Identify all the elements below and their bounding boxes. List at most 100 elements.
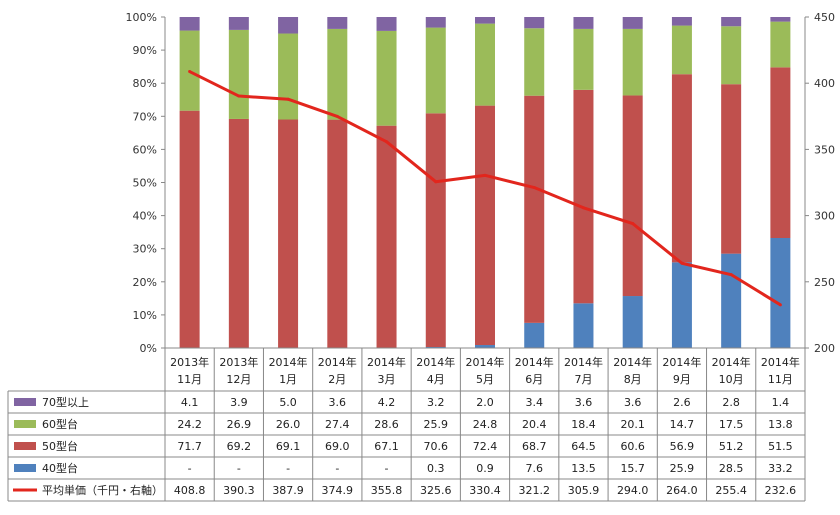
category-label-month: 7月 — [574, 373, 592, 386]
bar-segment — [770, 21, 791, 68]
table-cell-value: 1.4 — [772, 396, 790, 409]
table-cell-value: 232.6 — [765, 484, 797, 497]
line-point — [335, 114, 339, 118]
table-cell-value: 64.5 — [571, 440, 596, 453]
line-point — [434, 180, 438, 184]
table-cell-value: 355.8 — [371, 484, 403, 497]
category-label-year: 2014年 — [564, 355, 603, 369]
table-cell-value: 0.9 — [476, 462, 494, 475]
table-cell-value: 69.2 — [227, 440, 252, 453]
right-axis-tick-label: 400 — [814, 77, 835, 90]
table-cell-value: - — [335, 462, 339, 475]
data-table: 2013年 11月 2013年 12月 2014年 1月 2014年 2月 2014年 3月 201… — [7, 347, 806, 502]
bar-segment — [573, 28, 594, 90]
table-cell-value: 294.0 — [617, 484, 649, 497]
legend-key-swatch — [14, 398, 36, 406]
bar-segment — [179, 110, 200, 348]
legend-label: 60型台 — [42, 417, 78, 431]
legend-label: 50型台 — [42, 439, 78, 453]
line-point — [631, 222, 635, 226]
table-cell-value: - — [385, 462, 389, 475]
category-label-year: 2014年 — [466, 355, 505, 369]
category-label-month: 11月 — [177, 373, 202, 386]
category-label-year: 2014年 — [761, 355, 800, 369]
left-axis-tick-label: 30% — [133, 243, 157, 256]
table-cell-value: 68.7 — [522, 440, 547, 453]
bar-segment — [228, 29, 249, 119]
bar-segment — [475, 105, 495, 346]
category-label-month: 8月 — [624, 373, 642, 386]
bar-segment — [327, 28, 348, 120]
table-cell-value: 70.6 — [424, 440, 449, 453]
bar-segment — [425, 17, 446, 28]
line-point — [778, 303, 782, 307]
bar-segment — [721, 26, 742, 85]
table-cell-value: 264.0 — [666, 484, 698, 497]
bar-segment — [721, 253, 742, 348]
table-cell-value: 325.6 — [420, 484, 452, 497]
table-cell-value: 330.4 — [469, 484, 501, 497]
bar-segment — [573, 303, 594, 348]
line-point — [237, 94, 241, 98]
table-cell-value: 26.9 — [227, 418, 252, 431]
table-cell-value: 25.9 — [670, 462, 695, 475]
bar-segment — [425, 27, 446, 114]
table-cell-value: 20.4 — [522, 418, 547, 431]
bar-segment — [770, 237, 791, 348]
bar-segment — [524, 28, 545, 96]
table-cell-value: 51.5 — [768, 440, 793, 453]
table-cell-value: 4.1 — [181, 396, 199, 409]
table-cell-value: 51.2 — [719, 440, 744, 453]
bar-segment — [770, 17, 791, 22]
table-cell-value: 2.0 — [476, 396, 494, 409]
legend-label: 平均単価（千円・右軸） — [42, 483, 163, 497]
category-label-month: 4月 — [427, 373, 445, 386]
bar-segment — [475, 17, 495, 24]
bar-segment — [327, 119, 348, 348]
category-label-month: 12月 — [226, 373, 251, 386]
bar-segment — [179, 17, 200, 31]
bar-segment — [425, 113, 446, 348]
table-cell-value: 4.2 — [378, 396, 396, 409]
left-axis-tick-label: 20% — [133, 276, 157, 289]
table-cell-value: 390.3 — [223, 484, 255, 497]
bar-segment — [376, 30, 397, 126]
bar-segment — [721, 84, 742, 254]
table-cell-value: - — [237, 462, 241, 475]
bar-segment — [622, 28, 643, 96]
category-label-year: 2014年 — [367, 355, 406, 369]
left-axis-tick-label: 70% — [133, 110, 157, 123]
bar-segment — [573, 17, 594, 29]
bar-segment — [376, 17, 397, 31]
table-cell-value: 255.4 — [715, 484, 747, 497]
bar-segment — [278, 33, 299, 120]
category-label-month: 5月 — [476, 373, 494, 386]
table-cell-value: 33.2 — [768, 462, 793, 475]
bar-segment — [671, 25, 692, 75]
table-cell-value: - — [188, 462, 192, 475]
legend-key-swatch — [14, 464, 36, 472]
bar-segment — [475, 23, 495, 106]
table-cell-value: 3.6 — [329, 396, 347, 409]
table-cell-value: 7.6 — [525, 462, 543, 475]
line-point — [532, 186, 536, 190]
bar-segment — [573, 89, 594, 304]
table-cell-value: 71.7 — [177, 440, 202, 453]
line-point — [581, 206, 585, 210]
table-cell-value: 3.9 — [230, 396, 248, 409]
table-cell-value: 3.6 — [624, 396, 642, 409]
bar-segment — [622, 95, 643, 297]
table-cell-value: 24.8 — [473, 418, 498, 431]
category-label-year: 2014年 — [613, 355, 652, 369]
category-label-year: 2013年 — [170, 355, 209, 369]
legend-key-swatch — [14, 420, 36, 428]
right-axis-tick-label: 300 — [814, 210, 835, 223]
line-point — [188, 70, 192, 74]
category-label-month: 10月 — [719, 373, 744, 386]
table-cell-value: 67.1 — [374, 440, 399, 453]
bar-segment — [524, 17, 545, 29]
table-cell-value: 13.5 — [571, 462, 596, 475]
legend-label: 40型台 — [42, 461, 78, 475]
table-cell-value: 374.9 — [322, 484, 354, 497]
table-cell-value: 72.4 — [473, 440, 498, 453]
